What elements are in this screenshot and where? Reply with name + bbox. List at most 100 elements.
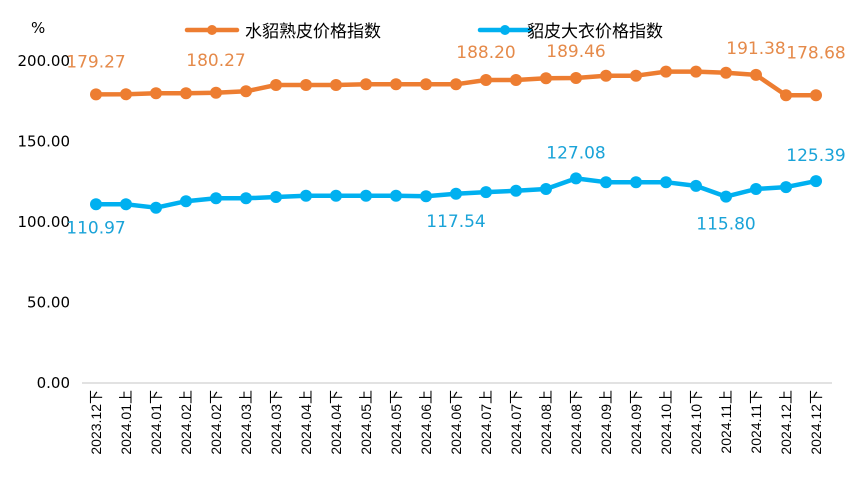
data-point xyxy=(630,176,642,189)
data-point xyxy=(390,78,402,91)
data-point xyxy=(600,69,612,82)
x-tick-label: 2024.06下 xyxy=(448,390,464,455)
x-tick-label: 2024.12下 xyxy=(808,390,824,455)
data-point xyxy=(330,79,342,91)
data-point xyxy=(270,79,282,91)
data-point xyxy=(450,187,462,200)
legend-item-mink-skin: 水貂熟皮价格指数 xyxy=(184,21,381,42)
x-tick-label: 2024.05上 xyxy=(358,390,374,455)
data-point xyxy=(810,175,822,188)
x-tick-label: 2024.07下 xyxy=(508,390,524,455)
y-tick-label: 100.00 xyxy=(18,213,71,231)
data-point xyxy=(150,201,162,214)
data-label: 191.38 xyxy=(726,39,785,59)
x-tick-label: 2024.10下 xyxy=(688,390,704,455)
data-point xyxy=(720,190,732,203)
data-point xyxy=(450,78,462,91)
data-point xyxy=(750,68,762,81)
legend: 水貂熟皮价格指数 貂皮大衣价格指数 xyxy=(184,21,663,42)
data-point xyxy=(210,86,222,99)
x-tick-label: 2024.08上 xyxy=(538,390,554,455)
data-point xyxy=(180,87,192,100)
data-point xyxy=(270,191,282,203)
data-point xyxy=(420,78,432,91)
x-axis-ticks: 2023.12下 2024.01上 2024.01下 2024.02上 2024.02下… xyxy=(88,390,824,455)
y-axis-ticks: 0.00 50.00 100.00 150.00 200.00 xyxy=(18,52,71,392)
x-tick-label: 2024.11上 xyxy=(718,390,734,454)
x-tick-label: 2024.02上 xyxy=(178,390,194,455)
data-point xyxy=(90,198,102,211)
data-point xyxy=(390,189,402,202)
data-point xyxy=(780,89,792,102)
data-point xyxy=(690,179,702,192)
data-label: 127.08 xyxy=(546,143,605,163)
x-tick-label: 2024.09上 xyxy=(598,390,614,455)
data-point xyxy=(540,183,552,195)
x-tick-label: 2024.12上 xyxy=(778,390,794,455)
data-point xyxy=(510,74,522,86)
data-point xyxy=(720,66,732,79)
data-point xyxy=(540,72,552,85)
data-point xyxy=(180,195,192,208)
data-point xyxy=(210,192,222,205)
data-point xyxy=(570,172,582,185)
data-point xyxy=(330,189,342,202)
data-point xyxy=(420,190,432,203)
legend-marker-icon xyxy=(500,25,510,35)
data-labels: 179.27 180.27 188.20 189.46 191.38 178.68 110.… xyxy=(66,39,845,238)
legend-label: 貂皮大衣价格指数 xyxy=(527,22,663,42)
data-label: 188.20 xyxy=(456,43,515,63)
data-point xyxy=(750,183,762,195)
x-tick-label: 2024.01上 xyxy=(118,390,134,455)
x-tick-label: 2024.03下 xyxy=(268,390,284,455)
data-label: 110.97 xyxy=(66,218,125,238)
x-tick-label: 2024.11下 xyxy=(748,390,764,454)
x-tick-label: 2024.02下 xyxy=(208,390,224,455)
x-tick-label: 2024.01下 xyxy=(148,390,164,455)
y-tick-label: 150.00 xyxy=(18,133,71,151)
x-tick-label: 2024.06上 xyxy=(418,390,434,455)
data-point xyxy=(120,88,132,101)
data-point xyxy=(480,186,492,199)
data-point xyxy=(810,89,822,102)
y-axis-unit-label: % xyxy=(31,19,45,37)
data-point xyxy=(600,176,612,189)
x-tick-label: 2024.10上 xyxy=(658,390,674,455)
legend-label: 水貂熟皮价格指数 xyxy=(245,21,381,42)
legend-item-mink-coat: 貂皮大衣价格指数 xyxy=(477,22,663,42)
data-point xyxy=(660,176,672,189)
data-point xyxy=(90,88,102,101)
data-label: 115.80 xyxy=(696,215,755,235)
data-point xyxy=(300,79,312,91)
data-label: 117.54 xyxy=(426,212,485,232)
data-point xyxy=(300,189,312,202)
x-tick-label: 2024.08下 xyxy=(568,390,584,455)
data-point xyxy=(780,181,792,194)
x-tick-label: 2024.04上 xyxy=(298,390,314,455)
x-tick-label: 2023.12下 xyxy=(88,390,104,455)
data-point xyxy=(360,78,372,91)
x-tick-label: 2024.04下 xyxy=(328,390,344,455)
data-point xyxy=(480,74,492,86)
data-label: 179.27 xyxy=(66,52,125,72)
series-1 xyxy=(90,172,822,214)
series-layer xyxy=(90,65,822,214)
y-tick-label: 200.00 xyxy=(18,52,71,70)
data-label: 189.46 xyxy=(546,42,605,62)
legend-marker-icon xyxy=(207,25,217,35)
data-point xyxy=(630,69,642,82)
series-0 xyxy=(90,65,822,102)
data-label: 178.68 xyxy=(786,43,845,63)
data-point xyxy=(570,72,582,84)
data-point xyxy=(240,85,252,98)
y-tick-label: 0.00 xyxy=(37,374,70,392)
data-point xyxy=(360,189,372,202)
data-point xyxy=(510,184,522,197)
x-tick-label: 2024.07上 xyxy=(478,390,494,455)
data-point xyxy=(240,192,252,205)
x-tick-label: 2024.03上 xyxy=(238,390,254,455)
x-tick-label: 2024.09下 xyxy=(628,390,644,455)
data-point xyxy=(120,198,132,211)
data-point xyxy=(150,87,162,100)
